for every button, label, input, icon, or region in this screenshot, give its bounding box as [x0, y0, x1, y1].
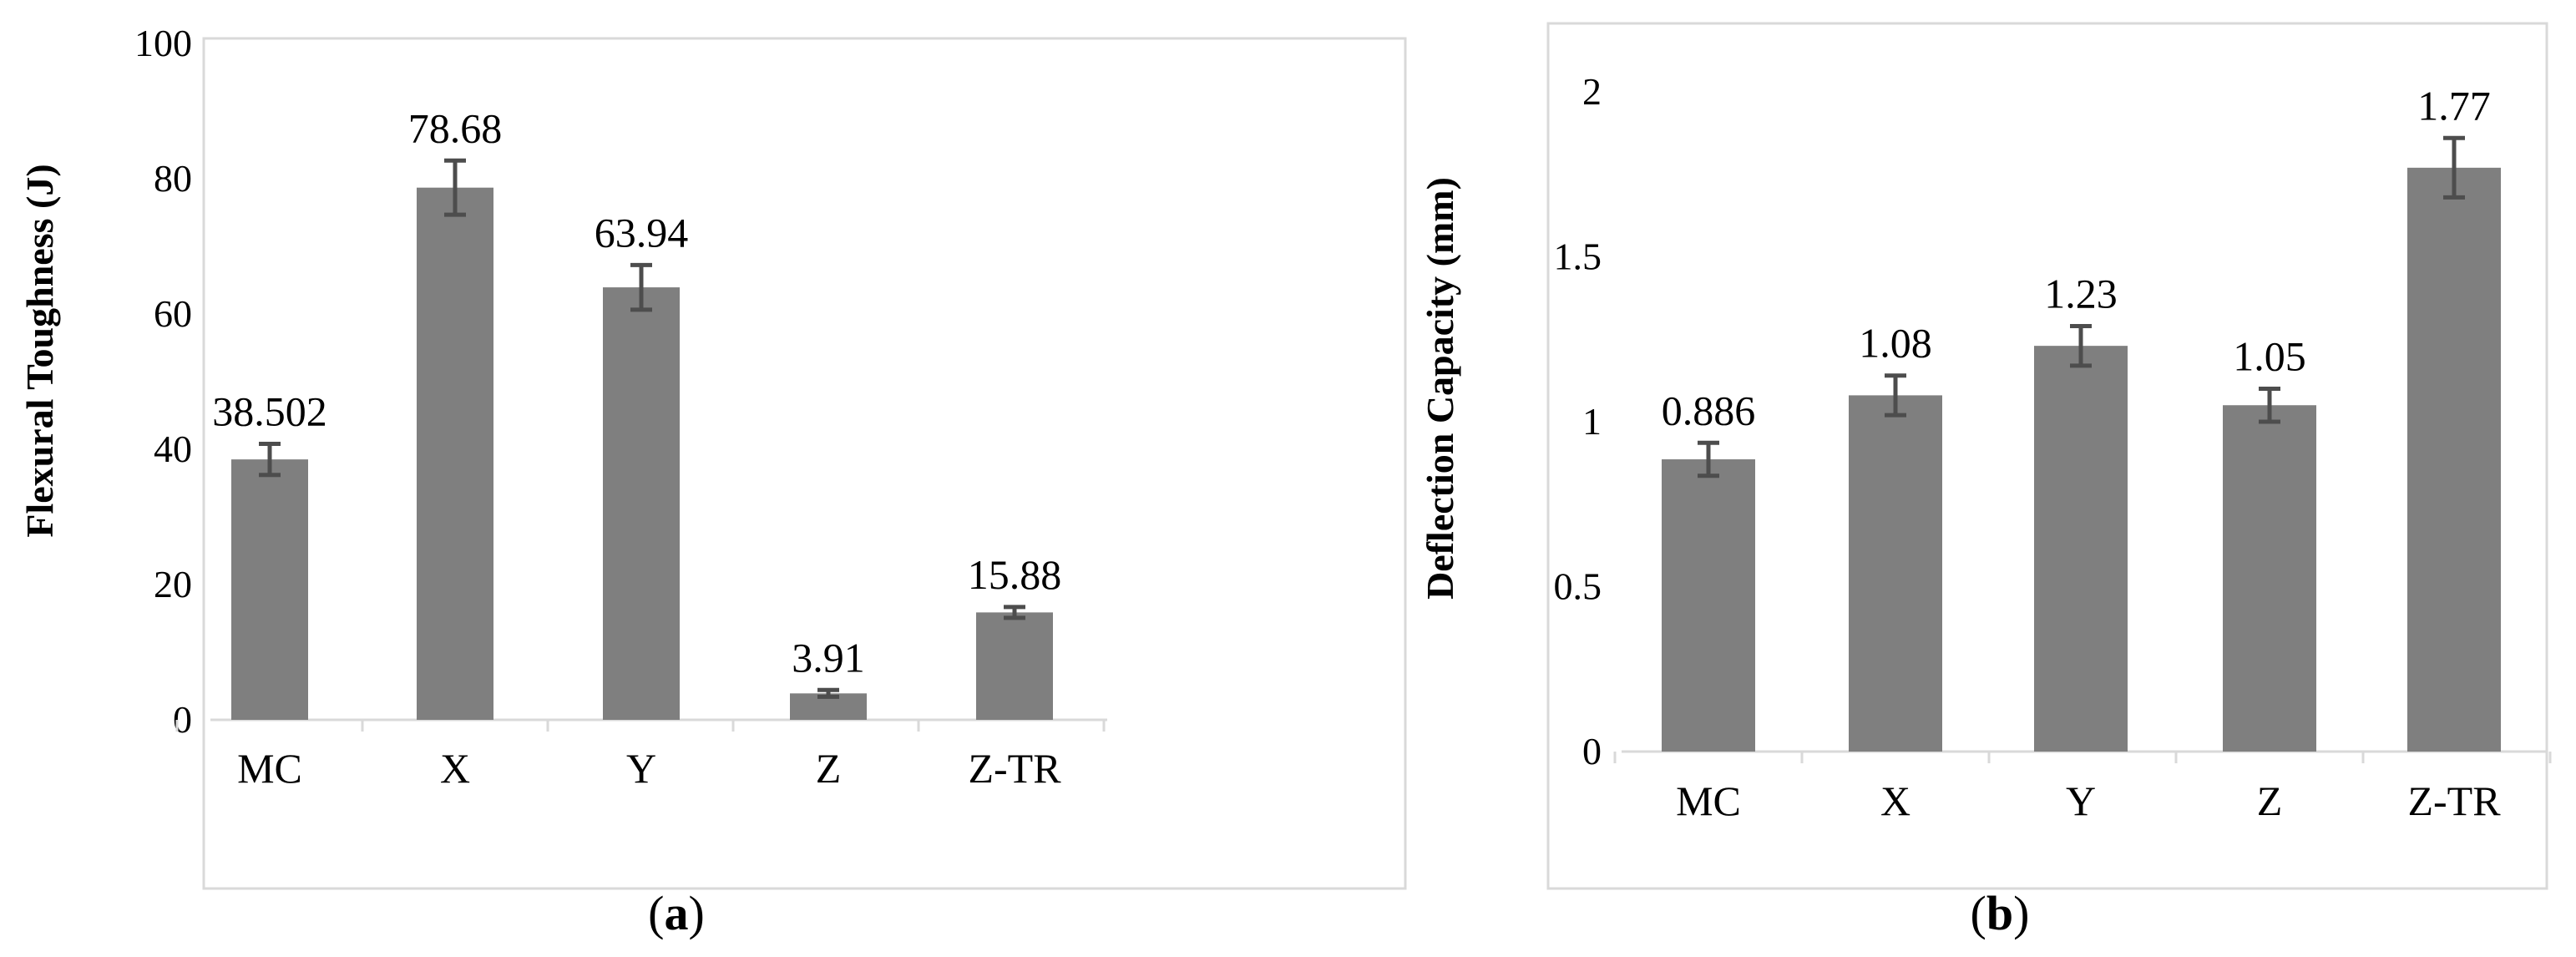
category-label: Z-TR	[968, 745, 1061, 792]
panel-label-open: (	[1971, 886, 1986, 940]
y-axis-title: Deflection Capacity (mm)	[1419, 177, 1461, 600]
category-label: Z	[2257, 777, 2283, 824]
y-tick-label: 0	[1582, 730, 1602, 772]
bar-y	[603, 287, 680, 720]
error-bar	[630, 262, 652, 312]
error-bar	[1004, 605, 1025, 620]
data-label: 38.502	[212, 388, 327, 435]
bar-z-tr	[976, 612, 1053, 720]
error-bar	[1698, 440, 1719, 478]
data-label: 1.23	[2044, 270, 2118, 316]
bar-mc	[1662, 459, 1755, 752]
data-label: 1.08	[1859, 320, 1932, 367]
y-tick-label: 0	[173, 698, 192, 741]
category-label: X	[1880, 777, 1910, 824]
error-bar	[2070, 323, 2092, 368]
panel-label-close: )	[2013, 886, 2029, 940]
error-bar	[817, 687, 839, 699]
panel-label-close: )	[689, 886, 705, 940]
bar-z	[2223, 405, 2316, 752]
y-tick-label: 1	[1582, 400, 1602, 443]
y-tick-label: 40	[154, 428, 192, 470]
panel-label: (a)	[648, 886, 705, 940]
error-bar	[1885, 373, 1906, 418]
error-bar	[444, 158, 466, 217]
y-tick-label: 100	[134, 22, 192, 64]
panel-label-open: (	[648, 886, 664, 940]
chart-panel-a: 0 20 40 60 80 100 38.502 MC 78.68 X 63.94 Y 3.91 Z 15.…	[18, 22, 1407, 940]
panel-label-letter: b	[1986, 886, 2013, 940]
data-label: 3.91	[792, 634, 865, 681]
y-tick-label: 0.5	[1554, 565, 1602, 608]
chart-area-border	[1546, 22, 2548, 890]
data-label: 0.886	[1662, 387, 1756, 433]
y-axis-title: Flexural Toughness (J)	[18, 164, 61, 537]
category-label: Y	[626, 745, 656, 792]
bar-x	[417, 187, 493, 720]
y-tick-label: 80	[154, 157, 192, 200]
data-label: 1.05	[2233, 333, 2306, 380]
chart-area-border	[202, 37, 1407, 890]
data-label: 63.94	[595, 209, 689, 256]
y-tick-label: 1.5	[1554, 235, 1602, 278]
y-tick-label: 60	[154, 292, 192, 335]
chart-panel-b: 0 0.5 1 1.5 2 0.886 MC 1.08 X 1.23 Y 1.05 Z 1.77 Z-TR D…	[1419, 22, 2552, 940]
panel-label: (b)	[1971, 886, 2030, 940]
data-label: 78.68	[408, 104, 503, 151]
category-label: MC	[1676, 777, 1741, 824]
bar-x	[1849, 395, 1942, 752]
error-bar	[2259, 387, 2280, 424]
bar-z-tr	[2407, 167, 2501, 752]
category-label: MC	[237, 745, 302, 792]
bar-mc	[231, 459, 308, 720]
bar-y	[2034, 346, 2128, 752]
y-tick-label: 20	[154, 563, 192, 605]
category-label: X	[440, 745, 470, 792]
category-label: Y	[2066, 777, 2096, 824]
error-bar	[2443, 135, 2465, 200]
panel-label-letter: a	[665, 886, 689, 940]
data-label: 15.88	[968, 551, 1062, 598]
error-bar	[259, 442, 281, 478]
y-tick-label: 2	[1582, 70, 1602, 113]
data-label: 1.77	[2417, 82, 2491, 129]
category-label: Z-TR	[2407, 777, 2501, 824]
category-label: Z	[816, 745, 842, 792]
